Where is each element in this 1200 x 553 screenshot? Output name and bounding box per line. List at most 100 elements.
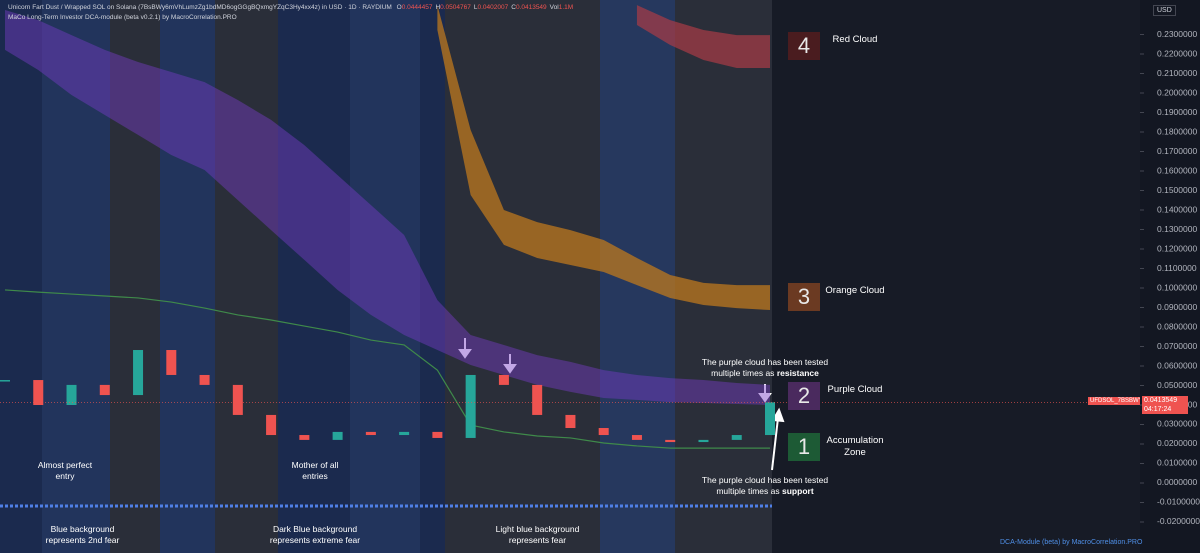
fear-zone xyxy=(160,0,215,553)
candle xyxy=(266,414,277,436)
note-emphasis: resistance xyxy=(776,368,819,378)
candle xyxy=(532,384,543,415)
zone-number: 2 xyxy=(788,382,820,410)
note: Light blue background represents fear xyxy=(495,524,580,545)
zone-number: 4 xyxy=(788,32,820,60)
ma-line xyxy=(4,289,770,449)
candle xyxy=(432,431,443,438)
candle xyxy=(299,435,310,440)
note-text: The purple cloud has been tested multipl… xyxy=(701,357,829,378)
candle xyxy=(365,431,376,436)
zone-label: Accumulation Zone xyxy=(826,435,884,458)
candle xyxy=(0,380,10,382)
symbol-tag: UFDSOL_7BSBWY.USD xyxy=(1088,397,1140,406)
y-tick-label: 0.1300000 xyxy=(1157,224,1197,234)
y-tick-label: 0.0000000 xyxy=(1157,477,1197,487)
fear-zone xyxy=(420,0,445,553)
note: Mother of all entries xyxy=(291,460,339,481)
y-tick-label: 0.0800000 xyxy=(1157,321,1197,331)
candle xyxy=(598,428,609,436)
note: The purple cloud has been tested multipl… xyxy=(700,475,830,497)
ohlc-label: C xyxy=(511,4,516,11)
note-text: The purple cloud has been tested multipl… xyxy=(701,475,829,496)
candle xyxy=(665,439,676,443)
cloud xyxy=(437,5,770,311)
zone-label: Red Cloud xyxy=(832,34,878,45)
y-tick-label: 0.0900000 xyxy=(1157,302,1197,312)
cloud xyxy=(636,5,770,69)
y-tick-label: 0.2200000 xyxy=(1157,48,1197,58)
candle xyxy=(199,374,210,385)
y-tick-label: 0.1700000 xyxy=(1157,146,1197,156)
arrows xyxy=(458,338,785,471)
fear-zone xyxy=(42,0,110,553)
note: Almost perfect entry xyxy=(37,460,93,481)
y-tick-label: 0.1200000 xyxy=(1157,243,1197,253)
last-price: 0.0413549 xyxy=(1142,396,1188,406)
y-tick-label: 0.1100000 xyxy=(1157,263,1197,273)
ohlc-value: 0.0444457 xyxy=(401,4,433,11)
y-tick-label: 0.1500000 xyxy=(1157,185,1197,195)
ohlc-value: 0.0413549 xyxy=(515,4,547,11)
y-tick-label: 0.0600000 xyxy=(1157,360,1197,370)
currency: USD xyxy=(1153,5,1176,16)
fear-zone xyxy=(278,0,350,553)
y-tick-label: 0.2100000 xyxy=(1157,68,1197,78)
ohlc: O0.0444457 H0.0504767 L0.0402007 C0.0413549… xyxy=(394,4,574,11)
note-emphasis: support xyxy=(782,486,814,496)
y-tick-label: 0.2300000 xyxy=(1157,29,1197,39)
y-tick-label: 0.0500000 xyxy=(1157,380,1197,390)
y-tick-label: 0.1900000 xyxy=(1157,107,1197,117)
candle xyxy=(99,384,110,396)
y-tick-label: -0.0200000 xyxy=(1157,516,1200,526)
y-tick-label: 0.1800000 xyxy=(1157,126,1197,136)
zone-label: Orange Cloud xyxy=(825,285,885,296)
candle xyxy=(232,384,243,415)
note: Blue background represents 2nd fear xyxy=(45,524,120,545)
ohlc-value: 1.1M xyxy=(558,4,574,11)
candle xyxy=(498,374,509,385)
zone-number: 1 xyxy=(788,433,820,461)
candle xyxy=(33,380,44,406)
cloud xyxy=(5,9,770,406)
ohlc-label: O xyxy=(396,4,402,11)
ohlc-label: L xyxy=(473,4,478,11)
ohlc-value: 0.0504767 xyxy=(440,4,471,11)
indicator: MaCo Long-Term Investor DCA-module (beta… xyxy=(8,14,237,21)
y-tick-label: 0.1600000 xyxy=(1157,165,1197,175)
fear-zone xyxy=(0,0,42,553)
y-tick-label: 0.0300000 xyxy=(1157,419,1197,429)
ohlc-label: H xyxy=(435,4,441,11)
candle xyxy=(66,384,77,406)
candle xyxy=(565,414,576,429)
countdown: 04:17:24 xyxy=(1142,405,1188,415)
zone-number: 3 xyxy=(788,283,820,311)
candle xyxy=(698,439,709,443)
candle xyxy=(133,350,144,396)
symbol: Unicorn Fart Dust / Wrapped SOL on Solan… xyxy=(8,4,392,11)
footer: DCA-Module (beta) by MacroCorrelation.PR… xyxy=(1000,539,1143,546)
candle xyxy=(731,435,742,440)
zone-label: Purple Cloud xyxy=(827,384,883,395)
candle xyxy=(399,431,410,436)
candle xyxy=(332,431,343,440)
fear-zone xyxy=(350,0,420,553)
candle xyxy=(465,374,476,438)
y-tick-label: 0.1000000 xyxy=(1157,282,1197,292)
symbol-line: Unicorn Fart Dust / Wrapped SOL on Solan… xyxy=(8,4,573,11)
y-tick-label: -0.0100000 xyxy=(1157,497,1200,507)
note: The purple cloud has been tested multipl… xyxy=(700,357,830,379)
future-bg xyxy=(772,0,1140,553)
candle xyxy=(631,435,642,440)
candle xyxy=(166,350,177,375)
ohlc-label: Vol xyxy=(549,4,559,11)
y-tick-label: 0.0100000 xyxy=(1157,458,1197,468)
y-tick-label: 0.1400000 xyxy=(1157,204,1197,214)
candle xyxy=(765,402,775,436)
price-axis xyxy=(1140,0,1200,553)
ohlc-value: 0.0402007 xyxy=(477,4,509,11)
y-tick-label: 0.2000000 xyxy=(1157,87,1197,97)
y-tick-label: 0.0200000 xyxy=(1157,438,1197,448)
